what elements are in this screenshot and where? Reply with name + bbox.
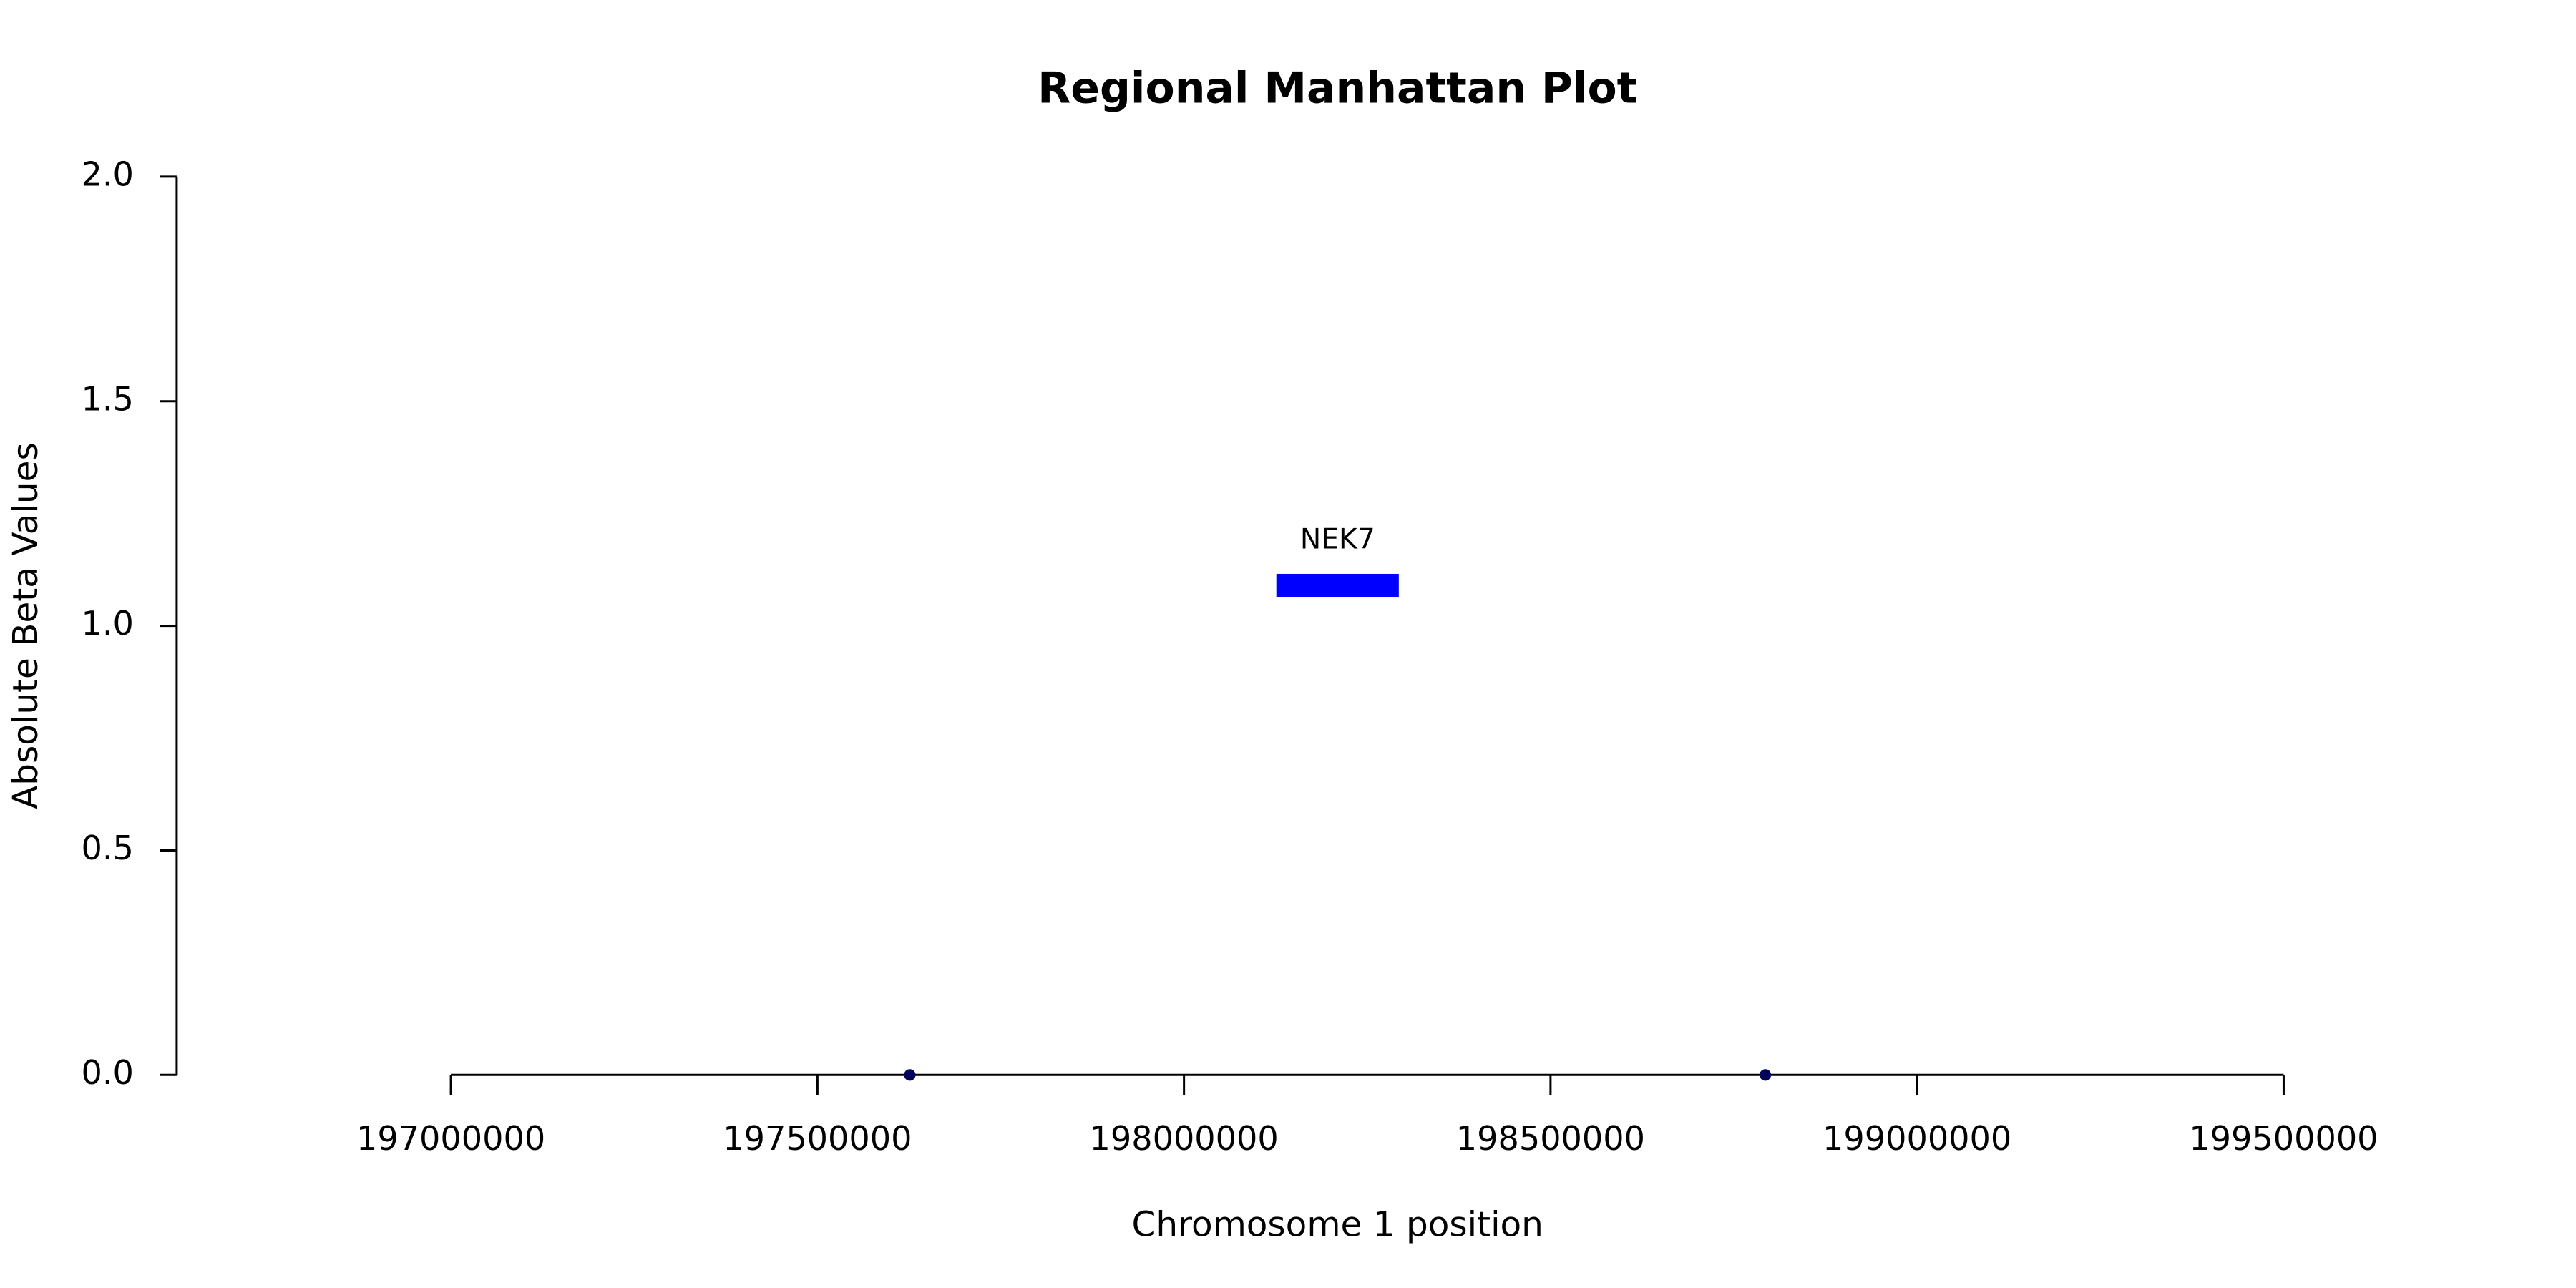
y-tick-label: 0.0 (82, 1053, 134, 1092)
y-tick-label: 1.0 (82, 604, 134, 643)
x-tick-label: 199000000 (1823, 1119, 2011, 1158)
x-tick-label: 198000000 (1090, 1119, 1279, 1158)
x-tick-label: 197500000 (723, 1119, 912, 1158)
x-tick-label: 198500000 (1456, 1119, 1645, 1158)
y-tick-label: 2.0 (82, 155, 134, 193)
data-point (1760, 1069, 1772, 1081)
data-point (904, 1069, 916, 1081)
gene-label: NEK7 (1300, 523, 1375, 555)
x-tick-label: 199500000 (2189, 1119, 2378, 1158)
y-tick-label: 1.5 (82, 379, 134, 418)
x-axis-title: Chromosome 1 position (1132, 1205, 1543, 1245)
x-tick-label: 197000000 (356, 1119, 545, 1158)
y-tick-label: 0.5 (82, 829, 134, 867)
y-axis-title: Absolute Beta Values (6, 442, 46, 809)
gene-bar (1276, 573, 1399, 597)
chart-title: Regional Manhattan Plot (1038, 64, 1637, 114)
